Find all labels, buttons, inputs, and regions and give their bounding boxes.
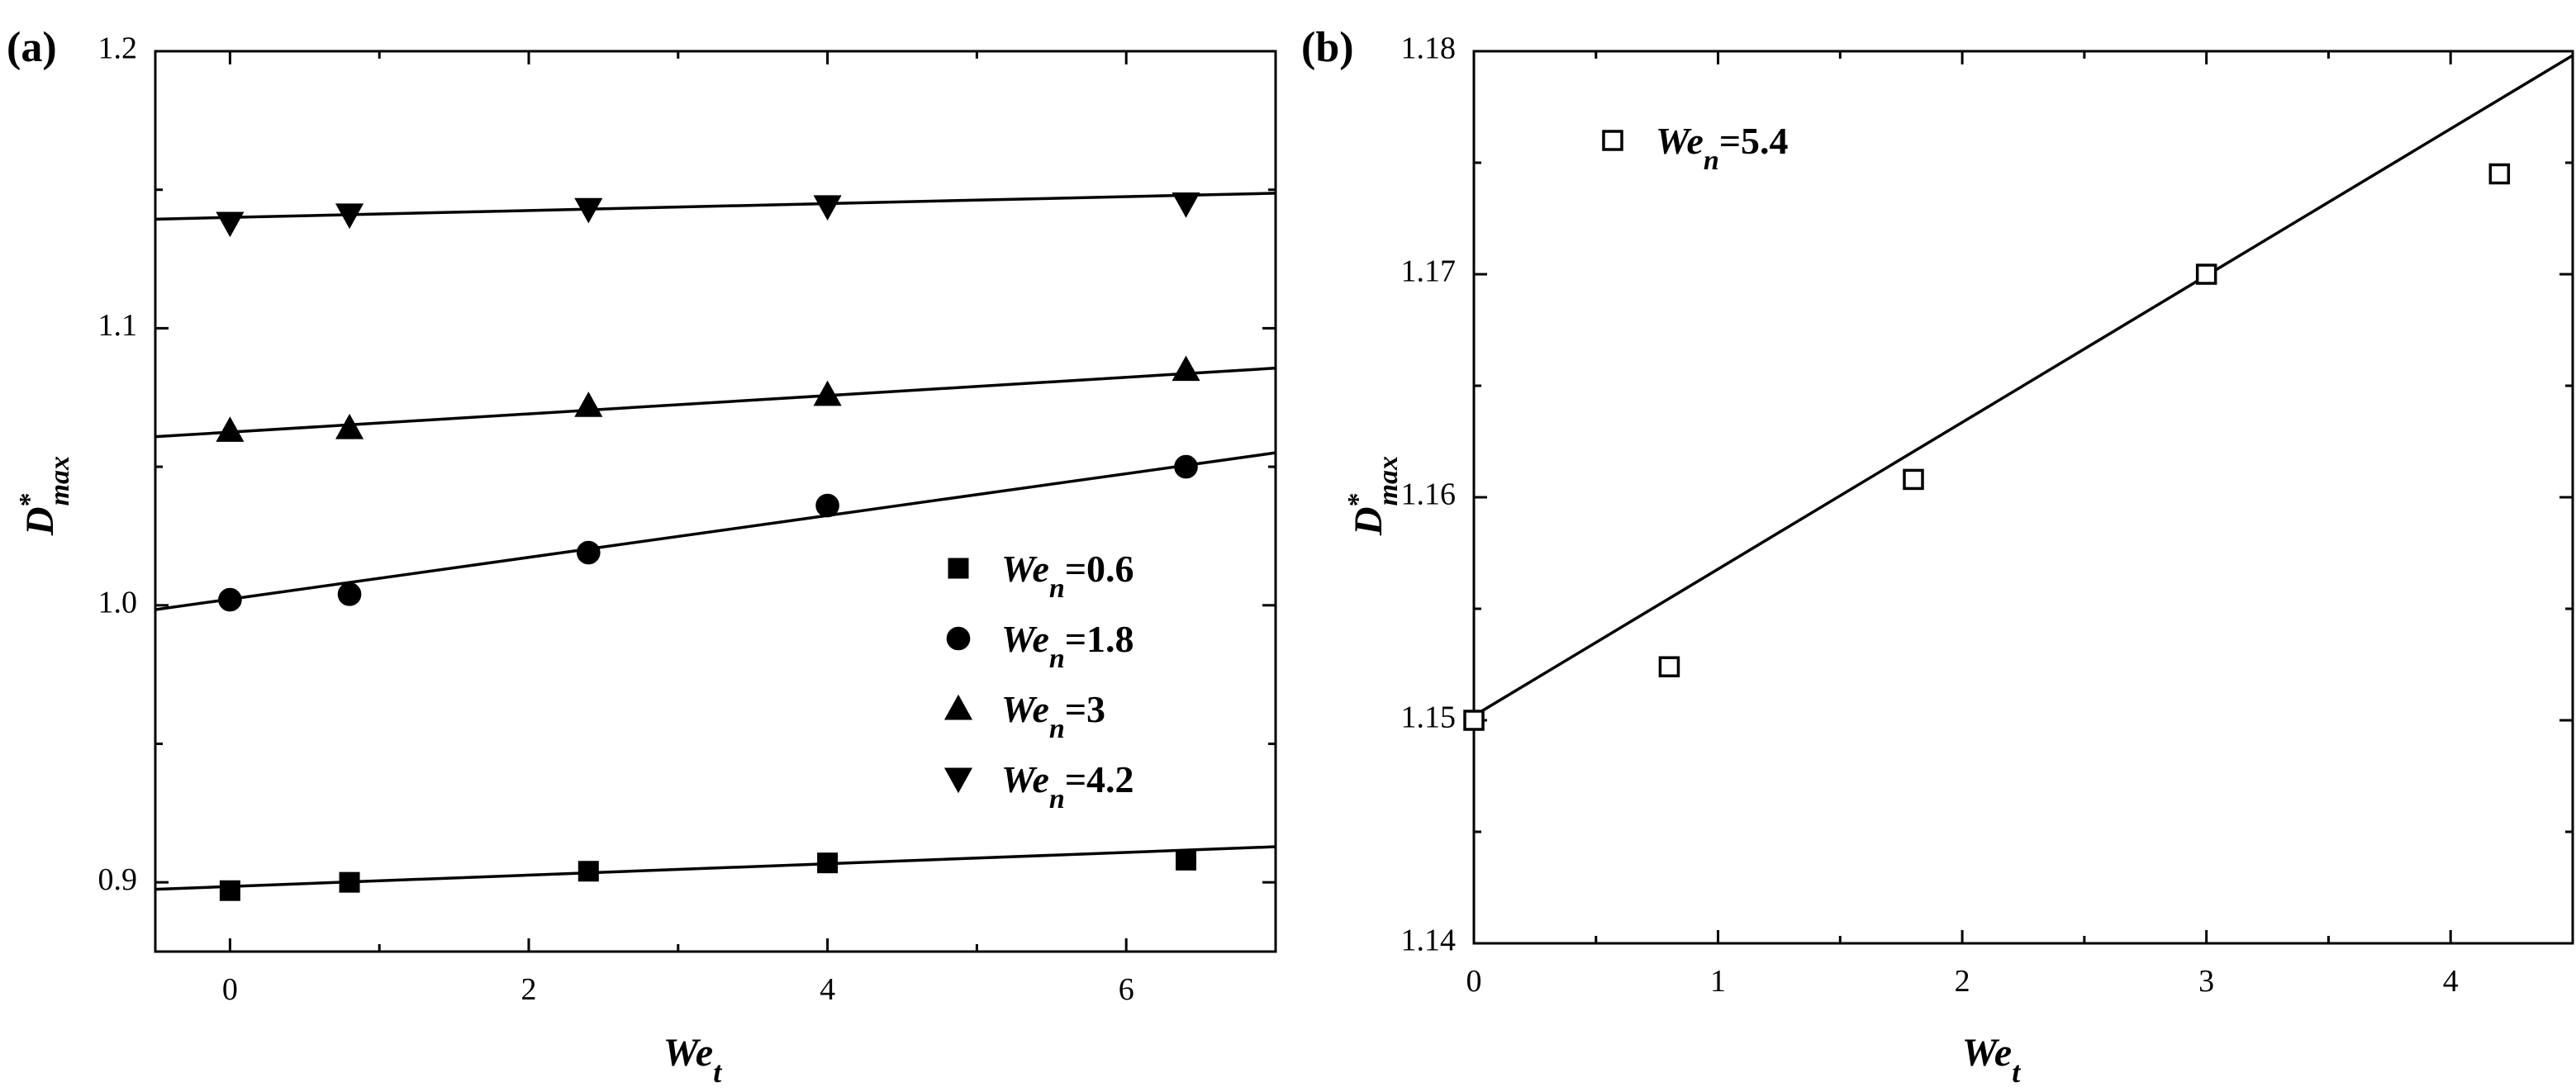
panel-a-point-3 — [813, 195, 842, 221]
panel-a-legend-marker-0 — [948, 558, 969, 579]
panel-b-x-tick-label: 2 — [1955, 964, 1970, 999]
panel-b-x-axis-title: Wet — [1962, 1031, 2021, 1089]
panel-b-legend-marker-0 — [1602, 130, 1623, 151]
panel-b-y-tick-label: 1.18 — [1401, 31, 1457, 66]
panel-a-y-tick-label: 1.0 — [98, 585, 138, 620]
panel-a-point-1 — [337, 582, 362, 606]
panel-b-point-0 — [1463, 710, 1485, 731]
panel-b-label: (b) — [1301, 24, 1354, 71]
panel-b-y-tick-label: 1.15 — [1401, 700, 1457, 735]
panel-a-chart: (a) 0 2 4 6 0.9 1.0 1.1 1.2 Wet D*max Wen=0.6 Wen=1.… — [7, 24, 1277, 1089]
panel-a-point-3 — [574, 197, 603, 224]
panel-a-legend-label-0: Wen=0.6 — [1001, 548, 1134, 604]
panel-a-fit-line-3 — [155, 192, 1276, 221]
panel-a-fit-line-1 — [155, 451, 1276, 611]
panel-a-point-3 — [1172, 192, 1200, 218]
panel-b-chart: (b) 0 1 2 3 4 1.14 1.15 1.16 1.17 1.18 Wet D*max Wen=… — [1301, 24, 2574, 1089]
panel-a-plot-frame — [154, 50, 1277, 953]
panel-a-point-1 — [218, 587, 242, 612]
panel-a-legend-marker-2 — [943, 694, 973, 720]
panel-a-x-tick-label: 4 — [820, 972, 835, 1007]
panel-b-plot-frame — [1472, 50, 2574, 945]
panel-a-x-tick-label: 0 — [222, 972, 238, 1007]
panel-a-legend-marker-1 — [946, 626, 971, 651]
panel-a-x-tick-label: 6 — [1119, 972, 1134, 1007]
panel-a-point-0 — [817, 852, 839, 874]
panel-a-point-3 — [216, 211, 245, 238]
panel-a-y-axis-title: D*max — [14, 456, 75, 536]
panel-a-point-2 — [1172, 355, 1200, 382]
panel-a-point-2 — [335, 413, 364, 439]
panel-b-y-tick-label: 1.16 — [1401, 477, 1457, 512]
panel-b-y-axis-title: D*max — [1343, 456, 1404, 536]
panel-b-x-tick-label: 3 — [2198, 964, 2214, 999]
panel-a-point-0 — [219, 880, 240, 901]
panel-a-point-1 — [577, 540, 601, 565]
panel-b-x-tick-label: 1 — [1710, 964, 1726, 999]
panel-a-y-tick-label: 1.2 — [98, 31, 138, 66]
panel-a-y-tick-label: 1.1 — [98, 308, 138, 343]
panel-b-x-tick-label: 4 — [2443, 964, 2459, 999]
panel-a-point-3 — [335, 203, 364, 230]
panel-b-point-0 — [2488, 163, 2511, 185]
panel-a-x-axis-title: Wet — [663, 1031, 722, 1089]
panel-a-point-1 — [1174, 454, 1198, 479]
panel-a-legend-label-2: Wen=3 — [1001, 688, 1105, 744]
panel-a-point-0 — [1176, 849, 1197, 871]
panel-a-point-0 — [339, 871, 360, 893]
panel-b-y-tick-label: 1.17 — [1401, 254, 1457, 289]
panel-a-legend-label-1: Wen=1.8 — [1001, 618, 1134, 674]
panel-a-legend-marker-3 — [943, 767, 973, 794]
panel-a-label: (a) — [7, 24, 57, 71]
panel-b-fit-line-0 — [1474, 54, 2573, 718]
panel-b-point-0 — [1903, 468, 1924, 491]
panel-a-y-tick-label: 0.9 — [98, 862, 138, 897]
panel-a-legend-label-3: Wen=4.2 — [1001, 758, 1134, 814]
panel-b-x-tick-label: 0 — [1466, 964, 1482, 999]
panel-a-point-0 — [577, 861, 599, 882]
panel-b-legend-label-0: Wen=5.4 — [1656, 120, 1789, 176]
panel-b-point-0 — [2195, 264, 2217, 285]
panel-b-point-0 — [1658, 656, 1680, 677]
panel-a-fit-line-0 — [155, 845, 1276, 891]
panel-a-point-1 — [815, 493, 839, 518]
panel-a-fit-line-2 — [155, 366, 1276, 439]
panel-a-point-2 — [574, 392, 603, 417]
panel-a-x-tick-label: 2 — [521, 972, 537, 1007]
panel-a-point-2 — [813, 380, 842, 406]
panel-a-point-2 — [216, 416, 245, 442]
panel-b-y-tick-label: 1.14 — [1401, 923, 1457, 958]
